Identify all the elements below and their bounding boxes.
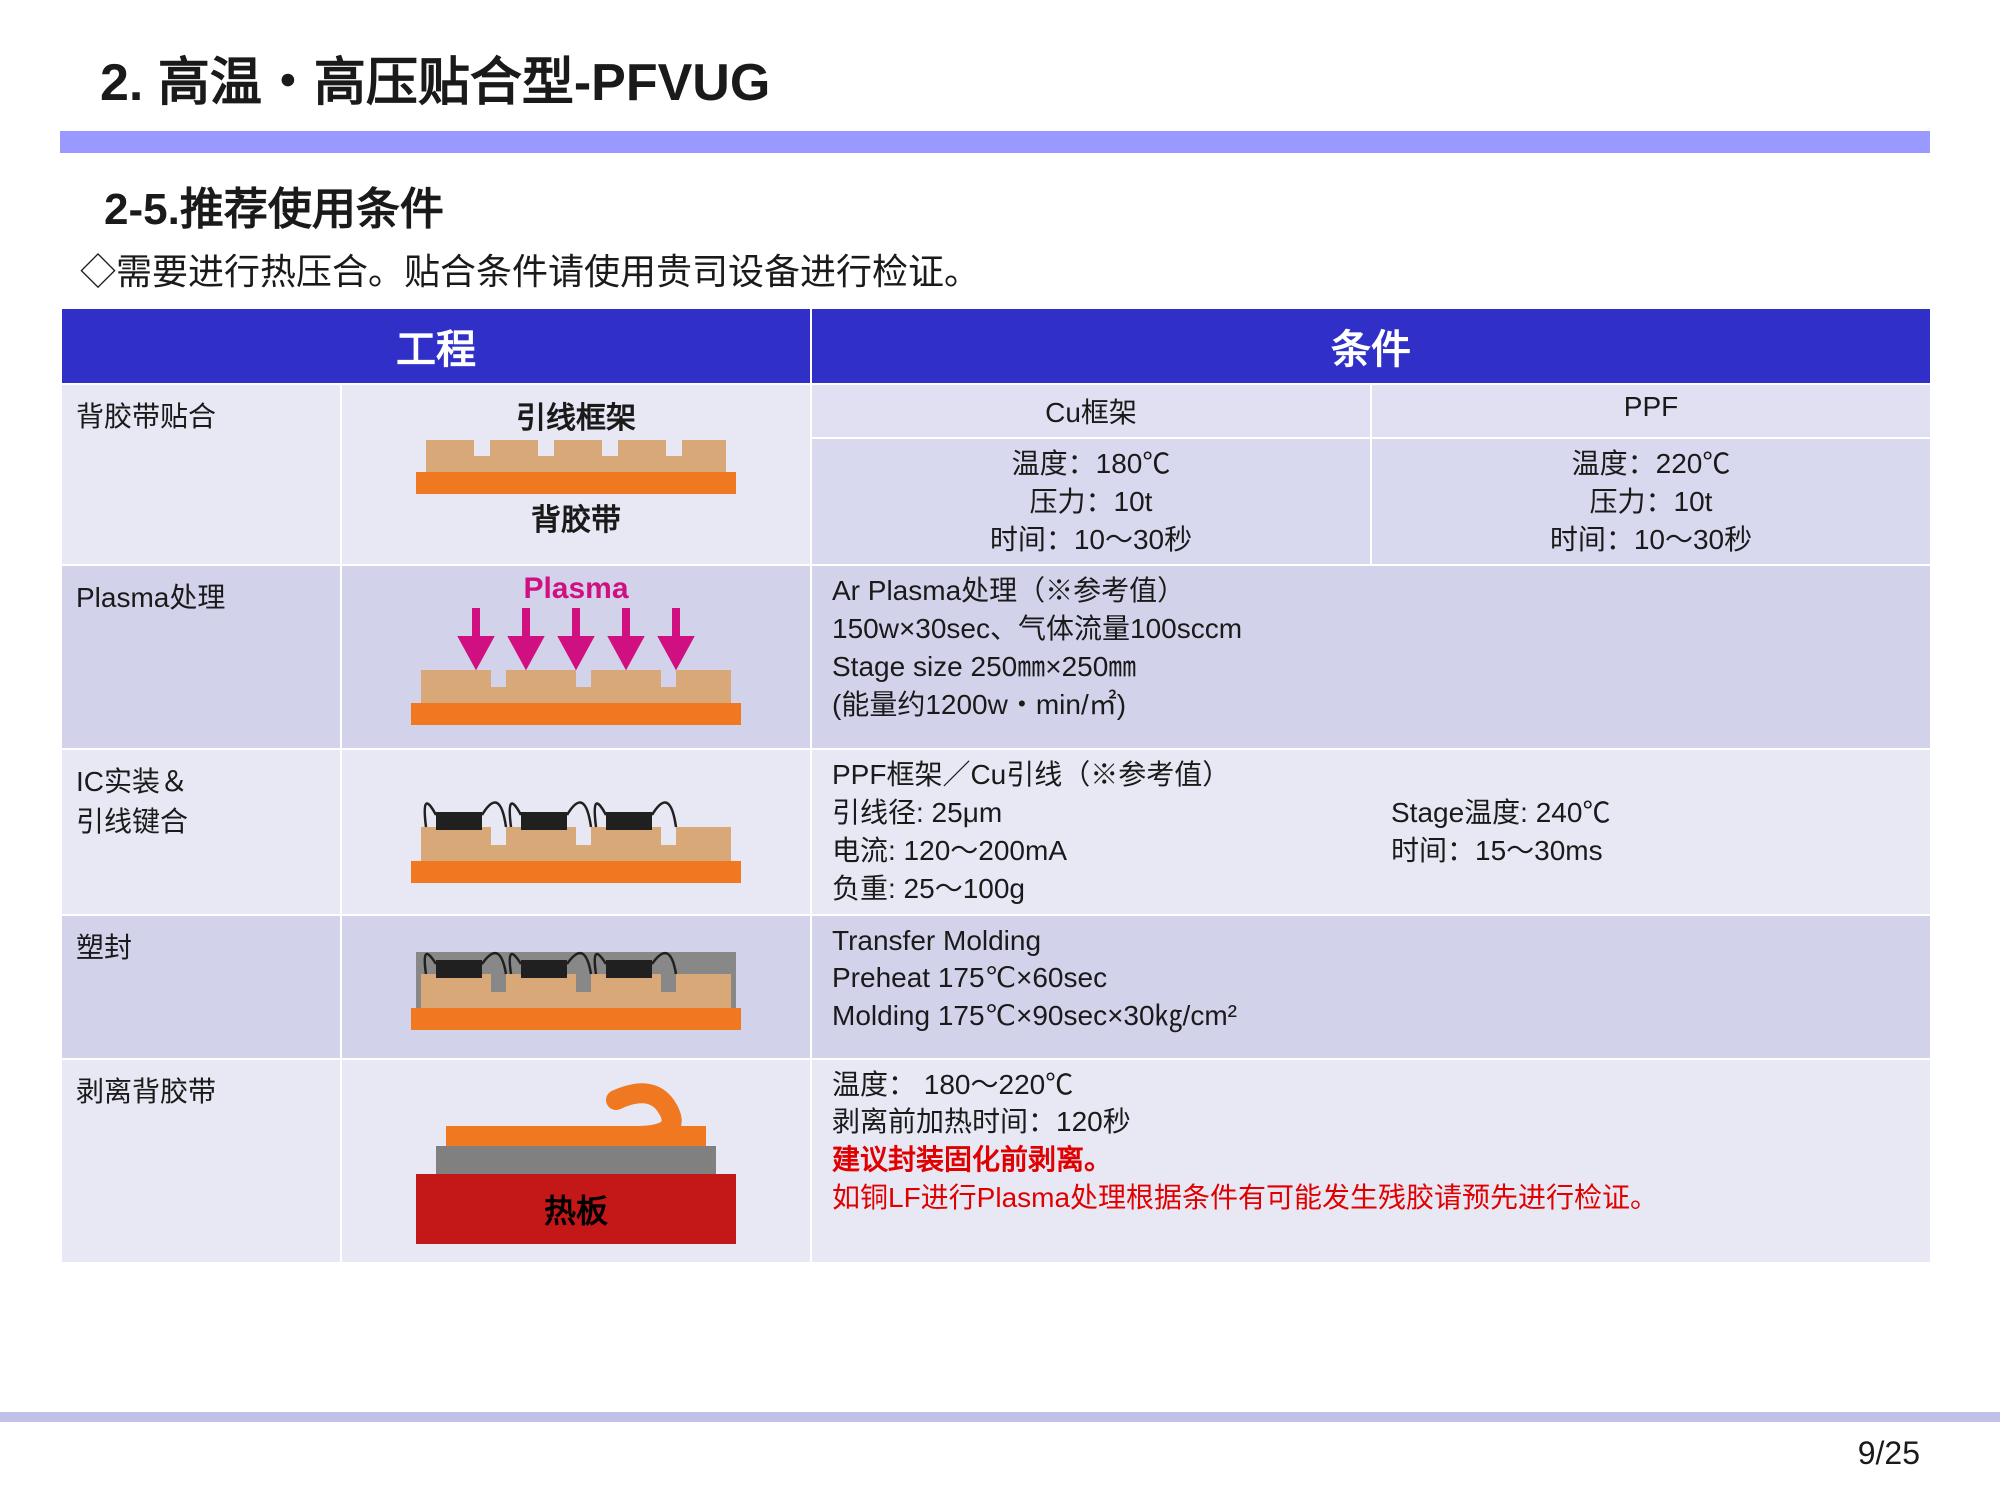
svg-text:热板: 热板 [544, 1193, 608, 1229]
row1-h1: Cu框架 [811, 384, 1371, 438]
intro-note: ◇需要进行热压合。贴合条件请使用贵司设备进行检证。 [80, 243, 1940, 295]
row3-diagram [341, 749, 811, 914]
row1-c2: 温度：220℃ 压力：10t 时间：10～30秒 [1371, 438, 1931, 565]
svg-text:背胶带: 背胶带 [531, 503, 621, 537]
row5-cond: 温度： 180～220℃剥离前加热时间：120秒建议封装固化前剥离。如铜LF进行… [811, 1059, 1931, 1263]
row3-cond-r: Stage温度: 240℃ 时间：15～30ms [1371, 749, 1931, 914]
main-title: 2. 高温・高压贴合型-PFVUG [100, 40, 1940, 115]
row5-line: 剥离前加热时间：120秒 [832, 1103, 1920, 1141]
row1-process: 背胶带贴合 [61, 384, 341, 565]
svg-text:引线框架: 引线框架 [516, 402, 636, 435]
row4-diagram [341, 915, 811, 1059]
row5-line: 建议封装固化前剥离。 [832, 1141, 1920, 1179]
row5-diagram: 热板 [341, 1059, 811, 1263]
svg-text:Plasma: Plasma [523, 572, 628, 605]
th-condition: 条件 [811, 308, 1931, 384]
th-process: 工程 [61, 308, 811, 384]
conditions-table: 工程 条件 背胶带贴合 引线框架 [60, 307, 1932, 1264]
row5-line: 温度： 180～220℃ [832, 1066, 1920, 1104]
row2-diagram: Plasma [341, 565, 811, 749]
row1-c1: 温度：180℃ 压力：10t 时间：10～30秒 [811, 438, 1371, 565]
row1-diagram: 引线框架 [341, 384, 811, 565]
row2-process: Plasma处理 [61, 565, 341, 749]
page-number: 9/25 [1858, 1435, 1920, 1472]
footer-line [0, 1412, 2000, 1422]
title-underline [60, 131, 1930, 153]
row5-process: 剥离背胶带 [61, 1059, 341, 1263]
row4-cond: Transfer Molding Preheat 175℃×60sec Mold… [811, 915, 1931, 1059]
row4-process: 塑封 [61, 915, 341, 1059]
row3-cond-l: PPF框架／Cu引线（※参考值） 引线径: 25μm 电流: 120～200mA… [811, 749, 1371, 914]
row1-h2: PPF [1371, 384, 1931, 438]
subtitle: 2-5.推荐使用条件 [104, 173, 1940, 237]
row2-cond: Ar Plasma处理（※参考值） 150w×30sec、气体流量100sccm… [811, 565, 1931, 749]
row3-process: IC实装＆ 引线键合 [61, 749, 341, 914]
row5-line: 如铜LF进行Plasma处理根据条件有可能发生残胶请预先进行检证。 [832, 1179, 1920, 1217]
